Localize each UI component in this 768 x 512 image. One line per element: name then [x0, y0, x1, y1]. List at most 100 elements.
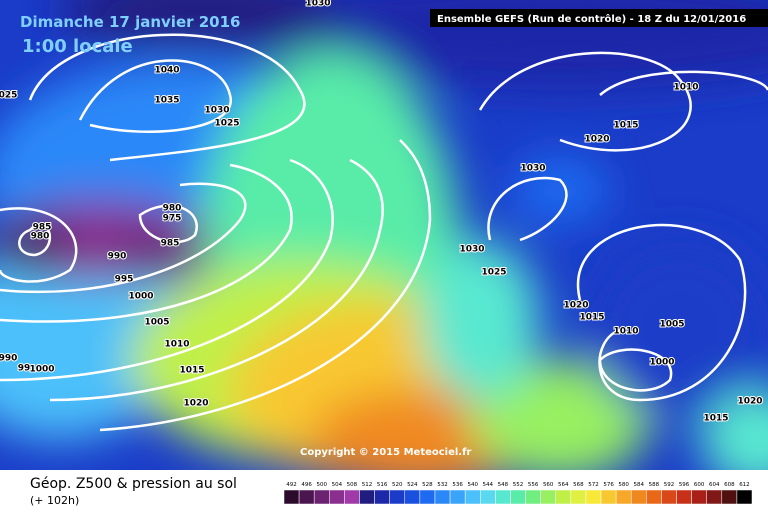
isobar-label: 1025: [214, 119, 239, 129]
isobar-label: 1040: [154, 66, 179, 76]
scale-swatch: [480, 489, 496, 505]
scale-swatch: [404, 489, 421, 505]
scale-label: 572: [588, 482, 599, 488]
footer-lead: (+ 102h): [30, 494, 79, 507]
footer-title: Géop. Z500 & pression au sol: [30, 476, 237, 492]
scale-label: 568: [573, 482, 584, 488]
scale-swatch: [374, 489, 390, 505]
isobar-label: 985: [33, 223, 52, 233]
scale-label: 536: [452, 482, 463, 488]
isobar-label: 1030: [459, 245, 484, 255]
scale-swatch: [510, 489, 526, 505]
scale-swatch: [298, 489, 315, 505]
isobar-label: 980: [31, 232, 50, 242]
scale-label: 496: [301, 482, 312, 488]
scale-swatch: [495, 489, 511, 505]
scale-label: 548: [498, 482, 509, 488]
scale-label: 552: [513, 482, 524, 488]
scale-swatch: [600, 489, 617, 505]
scale-label: 588: [649, 482, 660, 488]
scale-label: 608: [724, 482, 735, 488]
scale-label: 532: [437, 482, 448, 488]
scale-swatch: [359, 489, 375, 505]
isobar-label: 1000: [649, 358, 674, 368]
scale-label: 576: [603, 482, 614, 488]
isobar-label: 985: [161, 239, 180, 249]
isobar-label: 1010: [673, 83, 698, 93]
isobar-label: 1010: [613, 327, 638, 337]
scale-swatch: [736, 489, 753, 505]
isobar-label: 025: [0, 91, 17, 101]
scale-swatch: [585, 489, 602, 505]
isobar-label: 1020: [183, 399, 208, 409]
scale-swatch: [661, 489, 677, 505]
run-text: Ensemble GEFS (Run de contrôle) - 18 Z d…: [437, 13, 746, 25]
scale-swatch: [706, 489, 723, 505]
isobar-label: 1010: [164, 340, 189, 350]
isobar-label: 1005: [659, 320, 684, 330]
copyright: Copyright © 2015 Meteociel.fr: [300, 447, 471, 458]
scale-swatch: [464, 489, 481, 505]
scale-swatch: [329, 489, 345, 505]
scale-label: 540: [467, 482, 478, 488]
isobar-label: 1020: [584, 135, 609, 145]
isobar-label: 1015: [613, 121, 638, 131]
isobar-label: 1005: [144, 318, 169, 328]
scale-swatch: [630, 489, 647, 505]
scale-swatch: [691, 489, 707, 505]
scale-label: 580: [618, 482, 629, 488]
isobar-label: 1020: [563, 301, 588, 311]
scale-swatch: [646, 489, 662, 505]
isobars: [0, 33, 768, 432]
run-box: [430, 9, 768, 27]
isobar-label: 1020: [737, 397, 762, 407]
isobar-label: 1030: [204, 106, 229, 116]
scale-swatch: [555, 489, 572, 505]
scale-label: 600: [694, 482, 705, 488]
isobar-label: 1030: [305, 0, 330, 9]
scale-label: 592: [664, 482, 675, 488]
scale-label: 516: [377, 482, 388, 488]
time-text: 1:00 locale: [22, 36, 133, 57]
isobar-label: 1015: [703, 414, 728, 424]
isobar-label: 1000: [29, 365, 54, 375]
scale-label: 564: [558, 482, 569, 488]
isobar-label: 1015: [179, 366, 204, 376]
scale-label: 544: [483, 482, 494, 488]
isobar-label: 975: [163, 214, 182, 224]
isobar-label: 1015: [579, 313, 604, 323]
isobar-label: 990: [0, 354, 17, 364]
scale-label: 556: [528, 482, 539, 488]
scale-swatch: [313, 489, 330, 505]
scale-label: 596: [679, 482, 690, 488]
isobar-label: 1035: [154, 96, 179, 106]
scale-swatch: [283, 489, 300, 505]
scale-label: 612: [739, 482, 750, 488]
isobar-label: 990: [108, 252, 127, 262]
scale-swatch: [540, 489, 556, 505]
scale-swatch: [676, 489, 692, 505]
scale-label: 492: [286, 482, 297, 488]
isobar-label: 99: [18, 364, 31, 374]
scale-swatch: [434, 489, 451, 505]
isobar-label: 980: [163, 204, 182, 214]
isobar-label: 995: [115, 275, 134, 285]
scale-label: 604: [709, 482, 720, 488]
scale-swatch: [525, 489, 541, 505]
isobar-label: 1025: [481, 268, 506, 278]
scale-label: 512: [362, 482, 373, 488]
scale-swatch: [449, 489, 466, 505]
scale-swatch: [419, 489, 436, 505]
scale-label: 500: [316, 482, 327, 488]
scale-label: 520: [392, 482, 403, 488]
scale-swatch: [344, 489, 360, 505]
scale-label: 508: [347, 482, 358, 488]
date-text: Dimanche 17 janvier 2016: [20, 13, 241, 31]
scale-label: 560: [543, 482, 554, 488]
scale-swatch: [615, 489, 632, 505]
scale-label: 584: [634, 482, 645, 488]
scale-label: 524: [407, 482, 418, 488]
scale-label: 528: [422, 482, 433, 488]
